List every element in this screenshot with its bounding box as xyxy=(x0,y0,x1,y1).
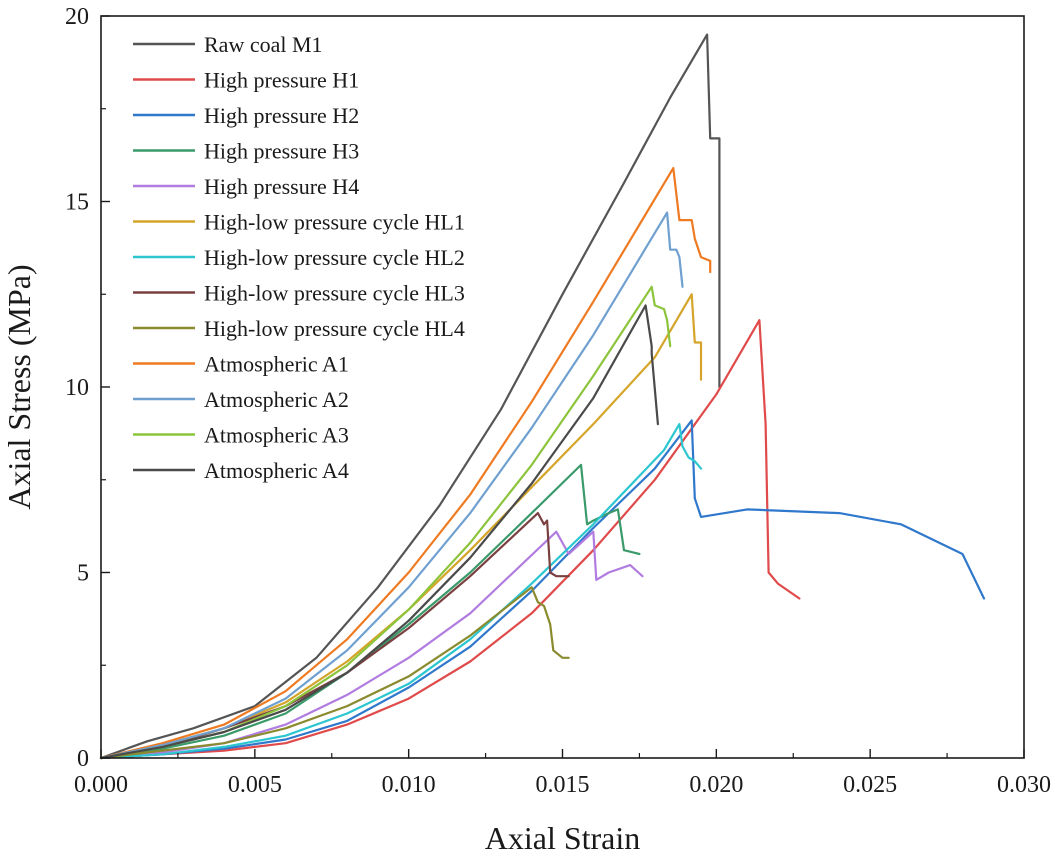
legend-label: High pressure H1 xyxy=(204,68,359,93)
legend-label: High pressure H3 xyxy=(204,139,359,164)
legend-label: Atmospheric A1 xyxy=(204,352,349,377)
legend-label: Atmospheric A3 xyxy=(204,423,349,448)
y-axis-title: Axial Stress (MPa) xyxy=(1,264,37,509)
series-line-11 xyxy=(99,211,684,760)
legend-label: High pressure H4 xyxy=(204,174,359,199)
legend-label: Atmospheric A2 xyxy=(204,387,349,412)
series-line-4 xyxy=(99,463,641,760)
y-tick-label: 10 xyxy=(65,375,89,401)
legend-label: High pressure H2 xyxy=(204,103,359,128)
x-tick-label: 0.010 xyxy=(382,772,436,798)
x-tick-label: 0.005 xyxy=(228,772,282,798)
legend-label: High-low pressure cycle HL1 xyxy=(204,210,465,235)
y-axis: 0 5 10 15 20 xyxy=(65,4,110,772)
series-line-9 xyxy=(99,586,570,760)
x-tick-label: 0.025 xyxy=(843,772,897,798)
series-line-5 xyxy=(99,530,644,760)
y-tick-label: 20 xyxy=(65,4,89,30)
series-layer xyxy=(99,33,986,760)
x-tick-label: 0.020 xyxy=(689,772,743,798)
legend-label: High-low pressure cycle HL2 xyxy=(204,245,465,270)
x-tick-label: 0.000 xyxy=(74,772,128,798)
series-line-10 xyxy=(99,167,712,760)
legend: Raw coal M1 High pressure H1 High pressure… xyxy=(133,32,465,483)
x-axis-title: Axial Strain xyxy=(485,820,641,856)
legend-label: High-low pressure cycle HL3 xyxy=(204,281,465,306)
legend-label: Raw coal M1 xyxy=(204,32,323,57)
y-tick-label: 15 xyxy=(65,190,89,216)
series-line-7 xyxy=(99,423,703,760)
legend-label: Atmospheric A4 xyxy=(204,458,349,483)
y-tick-label: 5 xyxy=(77,561,89,587)
series-line-1 xyxy=(99,33,721,760)
y-tick-label: 0 xyxy=(77,746,89,772)
x-tick-label: 0.030 xyxy=(997,772,1051,798)
legend-label: High-low pressure cycle HL4 xyxy=(204,316,465,341)
series-line-13 xyxy=(99,304,660,760)
series-line-3 xyxy=(99,419,986,760)
x-tick-label: 0.015 xyxy=(536,772,590,798)
x-axis: 0.000 0.005 0.010 0.015 0.020 0.025 0.030 xyxy=(74,749,1051,798)
series-line-2 xyxy=(99,319,801,760)
